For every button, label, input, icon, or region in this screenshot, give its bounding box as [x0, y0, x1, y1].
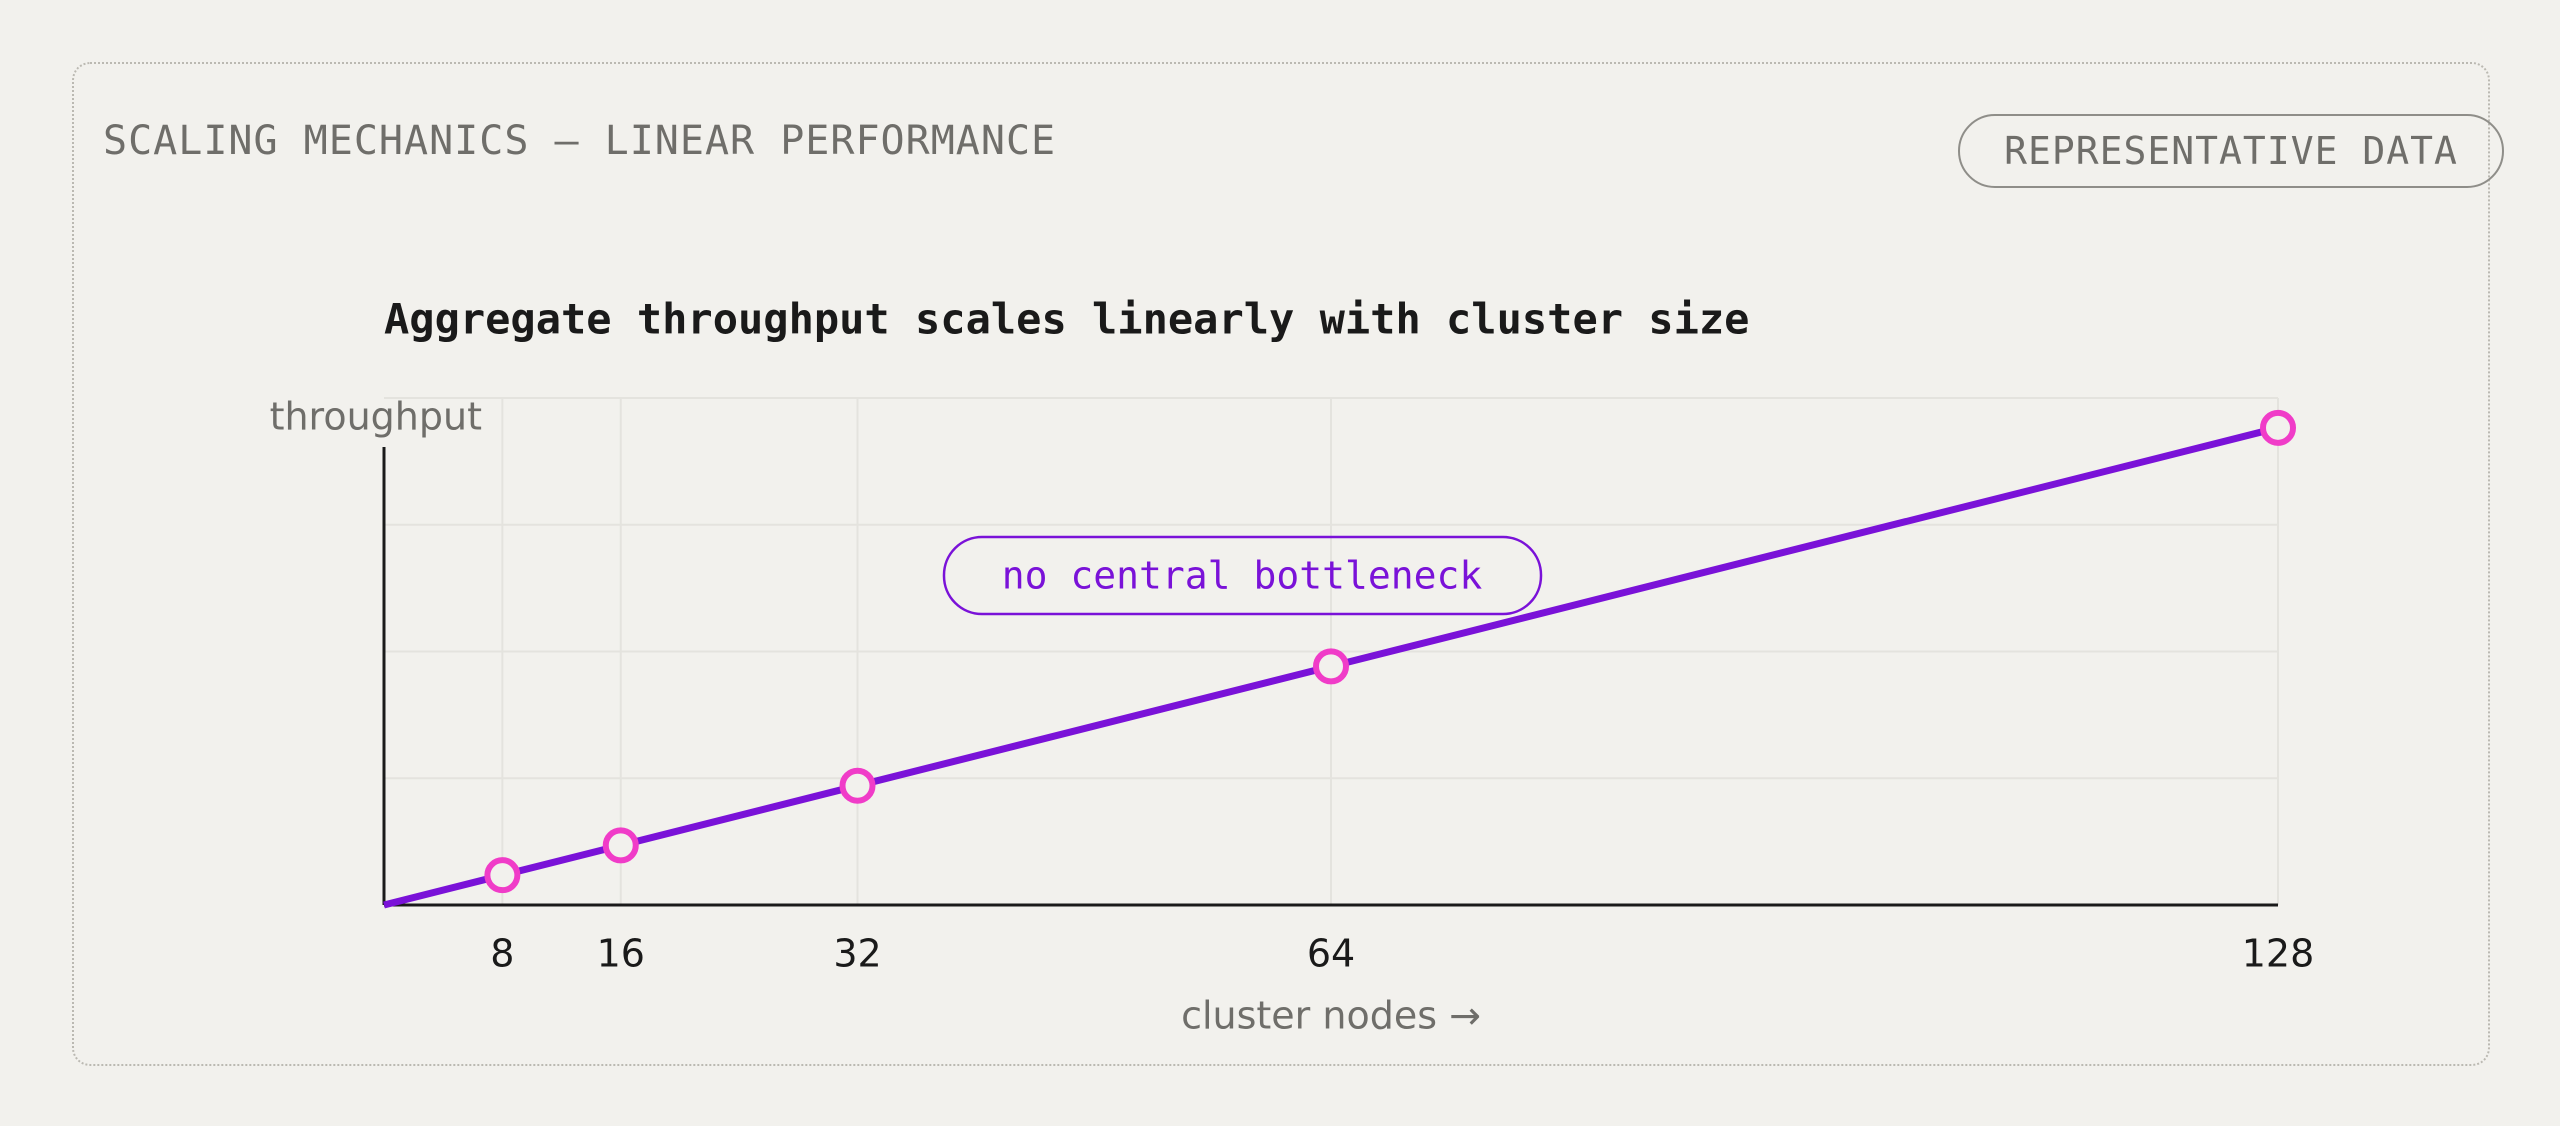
annotation: no central bottleneck — [1002, 554, 1483, 598]
header-title: SCALING MECHANICS — LINEAR PERFORMANCE — [103, 118, 1057, 164]
x-tick-label: 64 — [1307, 932, 1355, 976]
badge: REPRESENTATIVE DATA — [1958, 114, 2504, 188]
x-tick-label: 8 — [490, 932, 514, 976]
y-axis-label: throughput — [270, 395, 482, 439]
series-line — [383, 424, 2279, 909]
card-frame — [72, 62, 2490, 1066]
x-axis-label: cluster nodes → — [1181, 994, 1481, 1038]
data-point — [1313, 648, 1349, 685]
data-point — [602, 827, 639, 864]
data-point — [484, 857, 521, 894]
chart-title: Aggregate throughput scales linearly wit… — [384, 295, 1749, 344]
x-tick-label: 128 — [2242, 932, 2315, 976]
x-tick-label: 16 — [597, 932, 645, 976]
annotation-pill — [942, 535, 1543, 616]
data-point — [2260, 409, 2296, 446]
x-tick-label: 32 — [833, 932, 881, 976]
data-point — [839, 767, 876, 804]
